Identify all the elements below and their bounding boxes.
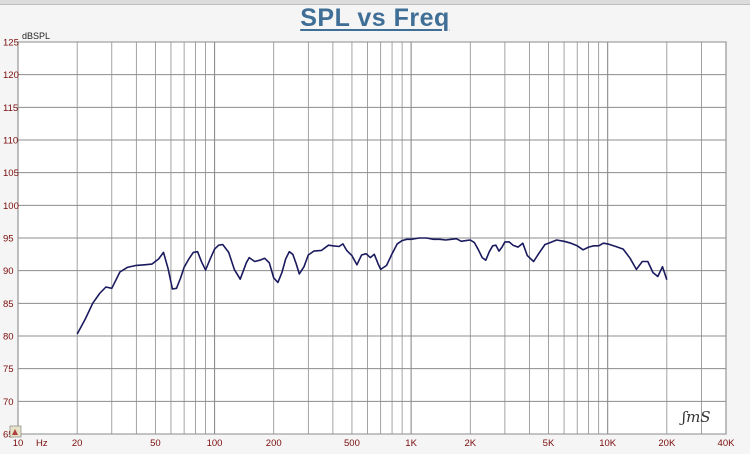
x-tick-label: 100 (207, 438, 223, 449)
y-tick-label: 110 (3, 136, 18, 147)
series-line-spl (76, 237, 668, 335)
x-axis-ticks: 10 20 50 100 200 500 1K 2K 5K 10K 20K 40K (13, 438, 735, 449)
y-axis-ticks: 65 70 75 80 85 90 95 100 105 110 115 120 125 (3, 38, 19, 441)
x-tick-label: 5K (543, 438, 555, 449)
x-tick-label: 500 (344, 438, 360, 449)
y-tick-label: 85 (3, 299, 14, 310)
grid (17, 41, 727, 435)
y-tick-label: 125 (3, 38, 19, 49)
x-tick-label: 20 (72, 438, 83, 449)
x-tick-label: 2K (464, 438, 476, 449)
window-frame (0, 0, 750, 5)
x-tick-label: 200 (266, 438, 282, 449)
y-tick-label: 105 (3, 168, 19, 179)
corner-icon (9, 425, 22, 438)
y-tick-label: 95 (3, 234, 14, 245)
chart-title: SPL vs Freq (300, 4, 450, 32)
y-axis-label: dBSPL (22, 31, 50, 41)
y-tick-label: 65 (3, 430, 14, 441)
x-tick-label: 40K (718, 438, 736, 449)
y-tick-label: 115 (3, 103, 18, 114)
watermark-logo: ʃmS (679, 408, 711, 426)
y-tick-label: 100 (3, 201, 19, 212)
x-tick-label: 10K (599, 438, 617, 449)
x-tick-label: 50 (150, 438, 161, 449)
x-tick-label: 1K (405, 438, 417, 449)
y-tick-label: 80 (3, 332, 14, 343)
y-tick-label: 70 (3, 397, 14, 408)
y-tick-label: 120 (3, 70, 19, 81)
x-tick-label: 10 (13, 438, 24, 449)
x-tick-label: 20K (658, 438, 676, 449)
y-tick-label: 75 (3, 364, 14, 375)
y-tick-label: 90 (3, 266, 14, 277)
x-axis-unit-label: Hz (36, 438, 48, 449)
